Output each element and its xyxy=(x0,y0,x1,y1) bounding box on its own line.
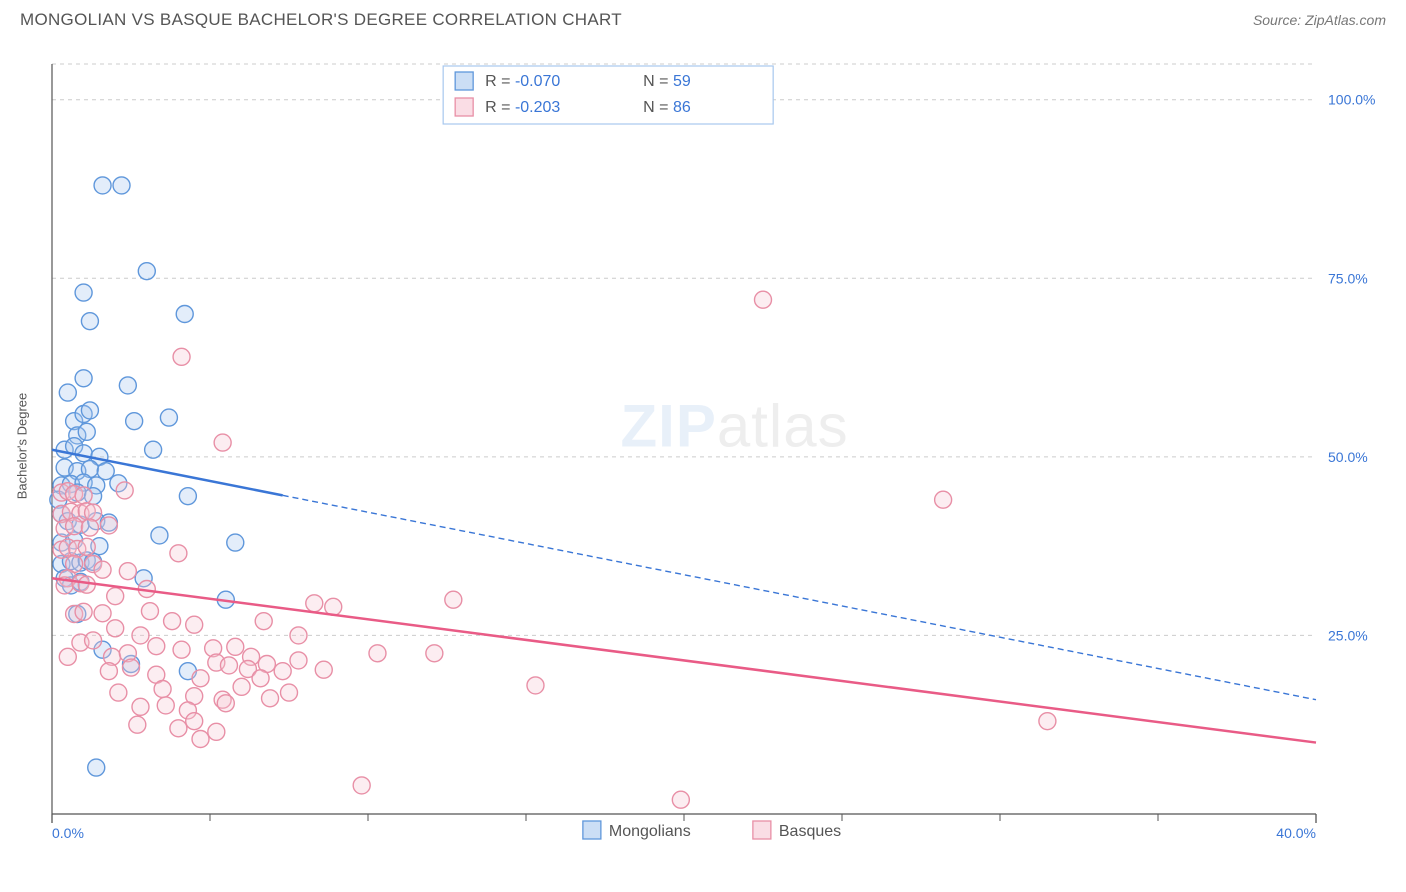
svg-text:N = 59: N = 59 xyxy=(643,73,691,90)
source-label: Source: ZipAtlas.com xyxy=(1253,12,1386,28)
svg-text:50.0%: 50.0% xyxy=(1328,449,1368,465)
svg-text:Basques: Basques xyxy=(779,823,841,840)
svg-text:N = 86: N = 86 xyxy=(643,99,691,116)
svg-text:Mongolians: Mongolians xyxy=(609,823,691,840)
svg-text:100.0%: 100.0% xyxy=(1328,92,1375,108)
svg-text:75.0%: 75.0% xyxy=(1328,270,1368,286)
y-axis-label: Bachelor's Degree xyxy=(15,393,30,500)
svg-text:25.0%: 25.0% xyxy=(1328,627,1368,643)
chart-title: MONGOLIAN VS BASQUE BACHELOR'S DEGREE CO… xyxy=(20,10,622,30)
chart-svg: 0.0% 40.0% 25.0% 50.0% 75.0% 100.0% ZIPatlas R … xyxy=(48,60,1386,842)
svg-text:R = -0.070: R = -0.070 xyxy=(485,73,560,90)
plot-area: 0.0% 40.0% 25.0% 50.0% 75.0% 100.0% ZIPatlas R … xyxy=(48,60,1386,842)
svg-text:R = -0.203: R = -0.203 xyxy=(485,99,560,116)
svg-text:0.0%: 0.0% xyxy=(52,825,84,841)
svg-text:ZIPatlas: ZIPatlas xyxy=(621,393,849,460)
svg-text:40.0%: 40.0% xyxy=(1276,825,1316,841)
